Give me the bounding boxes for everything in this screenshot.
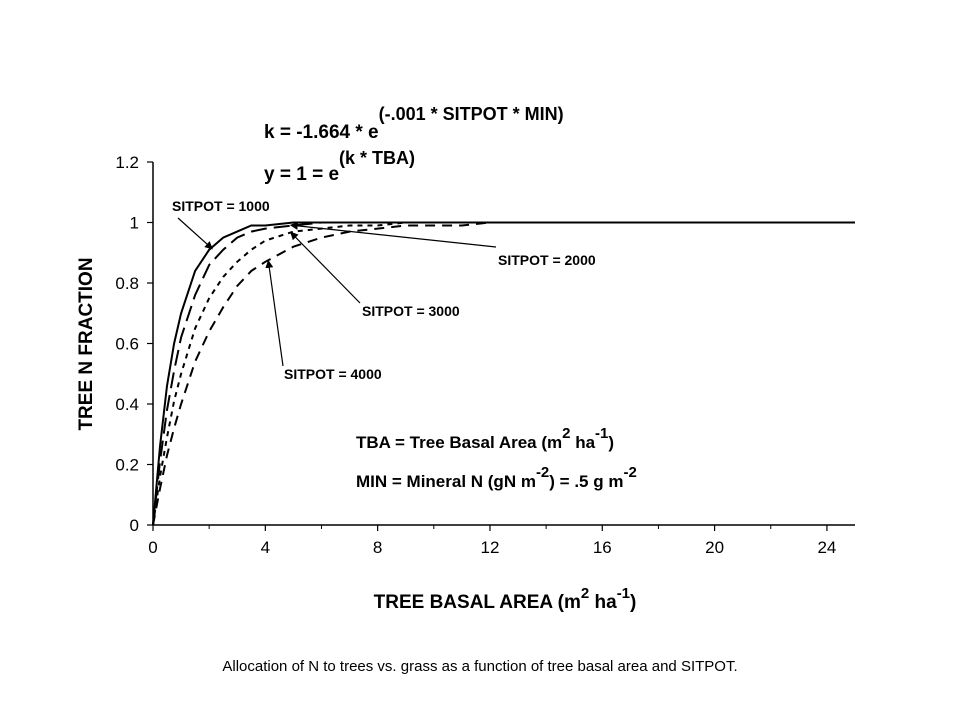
annotation-arrow: [290, 231, 361, 304]
series-annotations: SITPOT = 1000 SITPOT = 2000 SITPOT = 3000 S…: [172, 198, 596, 382]
annotation-arrow: [289, 221, 497, 248]
series-line-1000: [152, 221, 855, 526]
series-lines: [152, 221, 855, 526]
equation-y: y = 1 = e(k * TBA): [264, 148, 415, 185]
x-tick-label: 24: [817, 538, 836, 557]
x-tick-label: 16: [593, 538, 612, 557]
x-axis-label: TREE BASAL AREA (m2 ha-1): [374, 585, 637, 613]
series-line-3000: [152, 221, 855, 526]
x-tick-label: 8: [373, 538, 382, 557]
x-tick-label: 12: [480, 538, 499, 557]
y-axis-ticks: 0 0.2 0.4 0.6 0.8 1 1.2: [115, 153, 153, 535]
equation-y-exponent: (k * TBA): [339, 148, 415, 168]
y-tick-label: 0.4: [115, 395, 139, 414]
x-axis-ticks: 0 4 8 12 16 20 24: [148, 525, 836, 557]
y-tick-label: 0.8: [115, 274, 139, 293]
y-tick-label: 1.2: [115, 153, 139, 172]
x-tick-label: 20: [705, 538, 724, 557]
annotation-label: SITPOT = 3000: [362, 303, 460, 319]
annotation-label: SITPOT = 1000: [172, 198, 270, 214]
y-tick-label: 1: [130, 214, 139, 233]
equation-k-exponent: (-.001 * SITPOT * MIN): [379, 104, 564, 124]
y-axis-label: TREE N FRACTION: [76, 257, 97, 430]
tba-definition: TBA = Tree Basal Area (m2 ha-1): [356, 425, 614, 452]
annotation-arrow: [177, 217, 213, 250]
annotation-arrow: [265, 259, 284, 367]
annotation-label: SITPOT = 2000: [498, 252, 596, 268]
equation-k-base: k = -1.664 * e: [264, 122, 379, 143]
min-definition: MIN = Mineral N (gN m-2) = .5 g m-2: [356, 464, 637, 491]
x-tick-label: 4: [261, 538, 270, 557]
equation-k: k = -1.664 * e(-.001 * SITPOT * MIN): [264, 104, 564, 143]
equation-y-base: y = 1 = e: [264, 164, 339, 185]
axes: [152, 162, 855, 526]
y-tick-label: 0.2: [115, 456, 139, 475]
figure-caption: Allocation of N to trees vs. grass as a …: [222, 658, 738, 675]
x-tick-label: 0: [148, 538, 157, 557]
annotation-label: SITPOT = 4000: [284, 366, 382, 382]
y-tick-label: 0.6: [115, 335, 139, 354]
y-tick-label: 0: [130, 516, 139, 535]
series-line-2000: [152, 221, 855, 526]
